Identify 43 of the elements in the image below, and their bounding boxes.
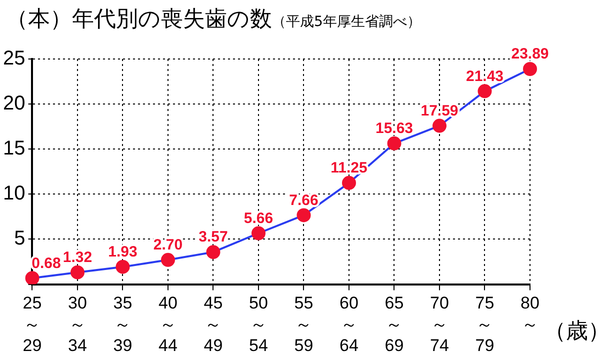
x-tick-label: 55 ～ 59 xyxy=(294,294,314,356)
x-tick-label: 25 ～ 29 xyxy=(22,294,42,356)
y-tick-label: 15 xyxy=(2,138,26,160)
chart-subtitle: （平成5年厚生省調べ） xyxy=(272,13,421,31)
y-tick-label: 5 xyxy=(14,228,26,250)
text: 2.70 xyxy=(153,236,183,254)
x-tick-label: 45 ～ 49 xyxy=(204,294,223,356)
point xyxy=(342,176,356,190)
point xyxy=(116,260,130,274)
chart-title: 年代別の喪失歯の数 xyxy=(72,6,272,34)
point xyxy=(160,252,175,267)
text: 7.66 xyxy=(289,192,318,209)
point xyxy=(252,226,266,240)
point xyxy=(296,208,311,222)
x-tick-label: 35 ～ 39 xyxy=(113,294,132,356)
x-tick-label: 80 ～ xyxy=(520,294,540,334)
text: 15.63 xyxy=(375,120,414,138)
text: 1.32 xyxy=(62,248,92,266)
text: 3.57 xyxy=(198,228,228,246)
y-tick-label: 20 xyxy=(2,92,26,115)
x-axis-title: （歳） xyxy=(544,318,600,344)
text: 21.43 xyxy=(466,68,504,85)
point xyxy=(206,245,220,260)
x-tick-label: 75 ～ 79 xyxy=(475,294,494,356)
point xyxy=(387,136,402,150)
point xyxy=(432,118,446,133)
x-tick-label: 65 ～ 69 xyxy=(384,294,404,356)
point xyxy=(478,84,492,98)
point xyxy=(25,271,40,284)
text: 17.59 xyxy=(420,102,458,120)
x-tick-label: 40 ～ 44 xyxy=(158,294,178,356)
point xyxy=(70,265,84,280)
text: 5.66 xyxy=(244,210,274,227)
x-tick-label: 70 ～ 74 xyxy=(430,294,449,356)
x-tick-label: 30 ～ 34 xyxy=(68,294,87,356)
point xyxy=(523,62,537,76)
text: 1.93 xyxy=(108,244,138,260)
y-axis-title: （本） xyxy=(6,6,72,34)
text: 23.89 xyxy=(511,46,549,63)
x-tick-label: 60 ～ 64 xyxy=(340,294,358,356)
y-tick-label: 10 xyxy=(2,182,26,205)
x-tick-label: 50 ～ 54 xyxy=(249,294,268,356)
y-tick-label: 25 xyxy=(2,48,26,70)
